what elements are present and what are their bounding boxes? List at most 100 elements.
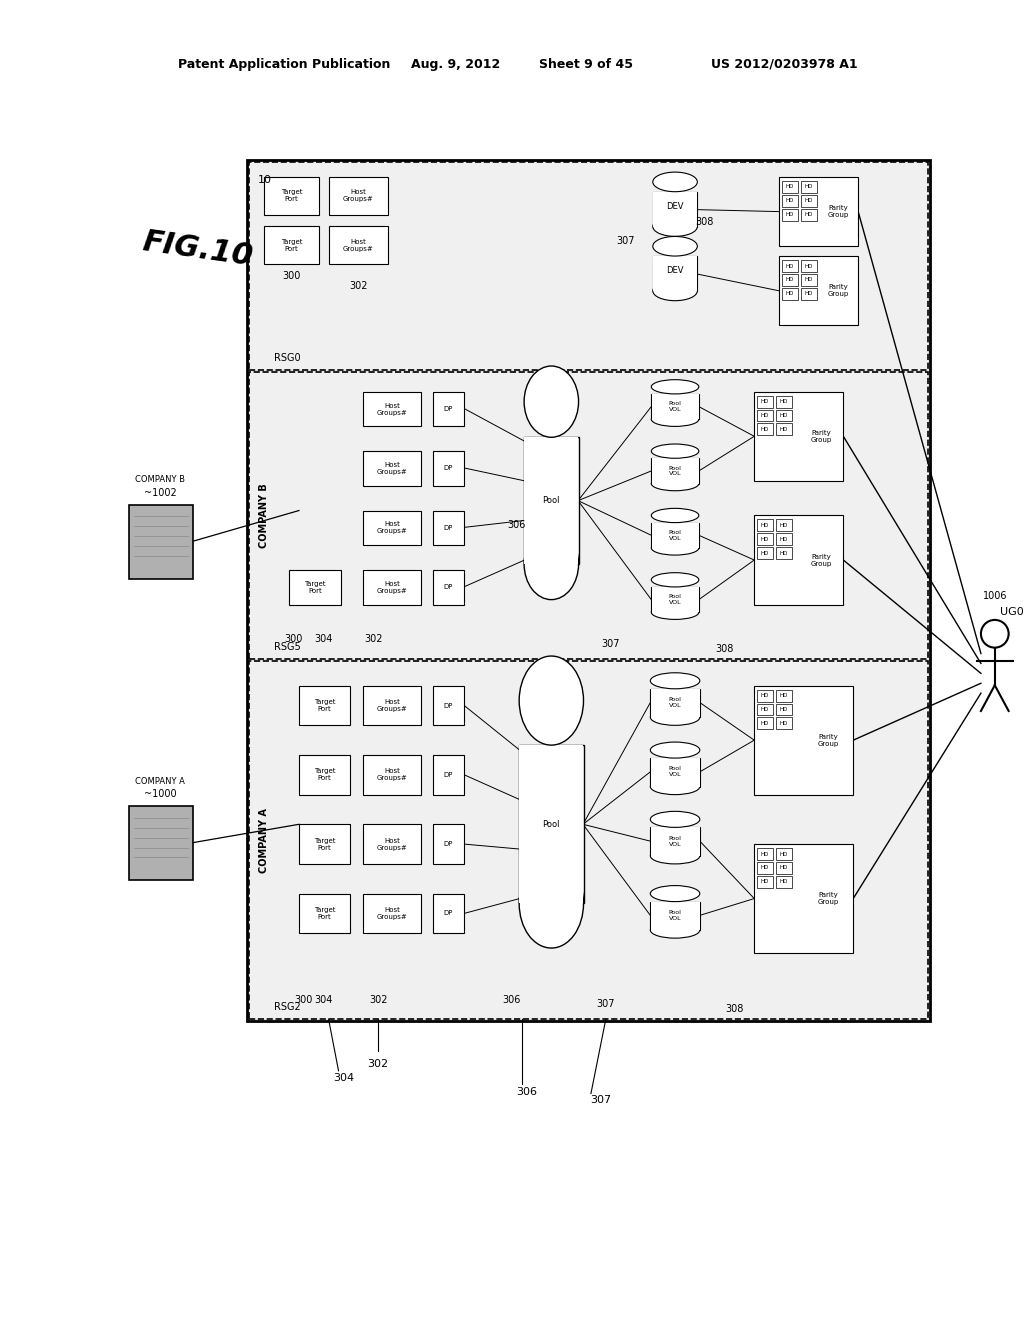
Bar xyxy=(299,894,350,933)
Ellipse shape xyxy=(524,528,579,599)
Text: 304: 304 xyxy=(314,994,333,1005)
Ellipse shape xyxy=(652,216,697,236)
Bar xyxy=(651,393,698,420)
Text: Target
Port: Target Port xyxy=(314,907,336,920)
Bar xyxy=(650,902,699,931)
Text: COMPANY B: COMPANY B xyxy=(259,483,269,548)
Bar xyxy=(651,587,698,612)
Text: Pool: Pool xyxy=(543,820,560,829)
Text: HD: HD xyxy=(805,277,813,282)
Text: DP: DP xyxy=(443,407,453,412)
Bar xyxy=(651,458,698,483)
Text: RSG2: RSG2 xyxy=(274,1002,301,1012)
Text: 307: 307 xyxy=(597,999,615,1010)
Text: HD: HD xyxy=(805,213,813,216)
Bar xyxy=(776,409,792,421)
Ellipse shape xyxy=(650,923,699,939)
Ellipse shape xyxy=(650,673,699,689)
Text: DP: DP xyxy=(443,466,453,471)
Text: DP: DP xyxy=(443,772,453,777)
Bar xyxy=(755,516,844,605)
Ellipse shape xyxy=(519,656,584,744)
Text: Pool
VOL: Pool VOL xyxy=(669,836,682,846)
Bar xyxy=(248,160,931,1022)
Bar xyxy=(650,902,699,931)
Bar xyxy=(653,256,697,290)
Text: HD: HD xyxy=(779,550,788,556)
Bar xyxy=(250,162,929,370)
Text: 1006: 1006 xyxy=(983,591,1007,601)
Bar xyxy=(250,661,929,1019)
Circle shape xyxy=(981,620,1009,648)
Text: HD: HD xyxy=(761,399,769,404)
Bar xyxy=(801,275,816,286)
Text: Host
Groups#: Host Groups# xyxy=(377,521,408,535)
Text: HD: HD xyxy=(785,277,794,282)
Text: Host
Groups#: Host Groups# xyxy=(377,462,408,475)
Bar xyxy=(776,875,792,887)
Ellipse shape xyxy=(651,477,698,491)
Text: Pool
VOL: Pool VOL xyxy=(669,466,682,477)
Text: HD: HD xyxy=(779,413,788,418)
Bar xyxy=(755,843,853,953)
Bar xyxy=(364,824,421,863)
Bar xyxy=(782,209,798,220)
Text: Target
Port: Target Port xyxy=(314,768,336,781)
Bar xyxy=(755,392,844,480)
Text: Target
Port: Target Port xyxy=(281,189,302,202)
Text: DP: DP xyxy=(443,841,453,847)
Ellipse shape xyxy=(650,779,699,795)
Bar xyxy=(653,191,697,227)
Text: Host
Groups#: Host Groups# xyxy=(343,189,374,202)
Text: Pool
VOL: Pool VOL xyxy=(669,529,682,541)
Bar xyxy=(432,511,464,545)
Bar xyxy=(250,372,929,659)
Text: DEV: DEV xyxy=(667,267,684,276)
Bar xyxy=(776,533,792,545)
Text: 302: 302 xyxy=(368,1059,389,1069)
Ellipse shape xyxy=(652,172,697,191)
Bar xyxy=(524,437,579,564)
Text: 304: 304 xyxy=(333,1073,354,1082)
Text: Pool
VOL: Pool VOL xyxy=(669,401,682,412)
Text: HD: HD xyxy=(779,721,788,726)
Text: DP: DP xyxy=(443,911,453,916)
Text: FIG.10: FIG.10 xyxy=(141,227,255,272)
Bar xyxy=(651,587,698,612)
Text: COMPANY A: COMPANY A xyxy=(259,808,269,873)
Bar xyxy=(432,392,464,426)
Text: ~1000: ~1000 xyxy=(144,789,177,799)
Bar xyxy=(757,704,773,715)
Text: 307: 307 xyxy=(590,1096,611,1105)
Bar xyxy=(364,570,421,605)
Text: HD: HD xyxy=(779,426,788,432)
Bar xyxy=(801,181,816,193)
Bar xyxy=(650,689,699,717)
Text: 308: 308 xyxy=(695,216,714,227)
Bar xyxy=(650,689,699,717)
Bar xyxy=(755,685,853,795)
Bar xyxy=(364,451,421,486)
Bar xyxy=(653,256,697,290)
Bar xyxy=(757,396,773,408)
Text: 306: 306 xyxy=(516,1086,538,1097)
Text: Target
Port: Target Port xyxy=(314,700,336,711)
Text: Parity
Group: Parity Group xyxy=(810,553,831,566)
Text: HD: HD xyxy=(779,537,788,541)
Bar xyxy=(652,256,697,290)
Text: Host
Groups#: Host Groups# xyxy=(377,838,408,850)
Text: 306: 306 xyxy=(503,994,521,1005)
Bar xyxy=(650,902,699,931)
Bar xyxy=(757,875,773,887)
Text: 307: 307 xyxy=(601,639,620,649)
Bar xyxy=(650,758,699,787)
Ellipse shape xyxy=(652,281,697,301)
Bar xyxy=(801,209,816,220)
Bar xyxy=(776,717,792,729)
Text: HD: HD xyxy=(805,185,813,189)
Bar xyxy=(782,181,798,193)
Bar xyxy=(364,511,421,545)
Text: Host
Groups#: Host Groups# xyxy=(343,239,374,252)
Ellipse shape xyxy=(651,380,698,393)
Text: Parity
Group: Parity Group xyxy=(810,430,831,442)
